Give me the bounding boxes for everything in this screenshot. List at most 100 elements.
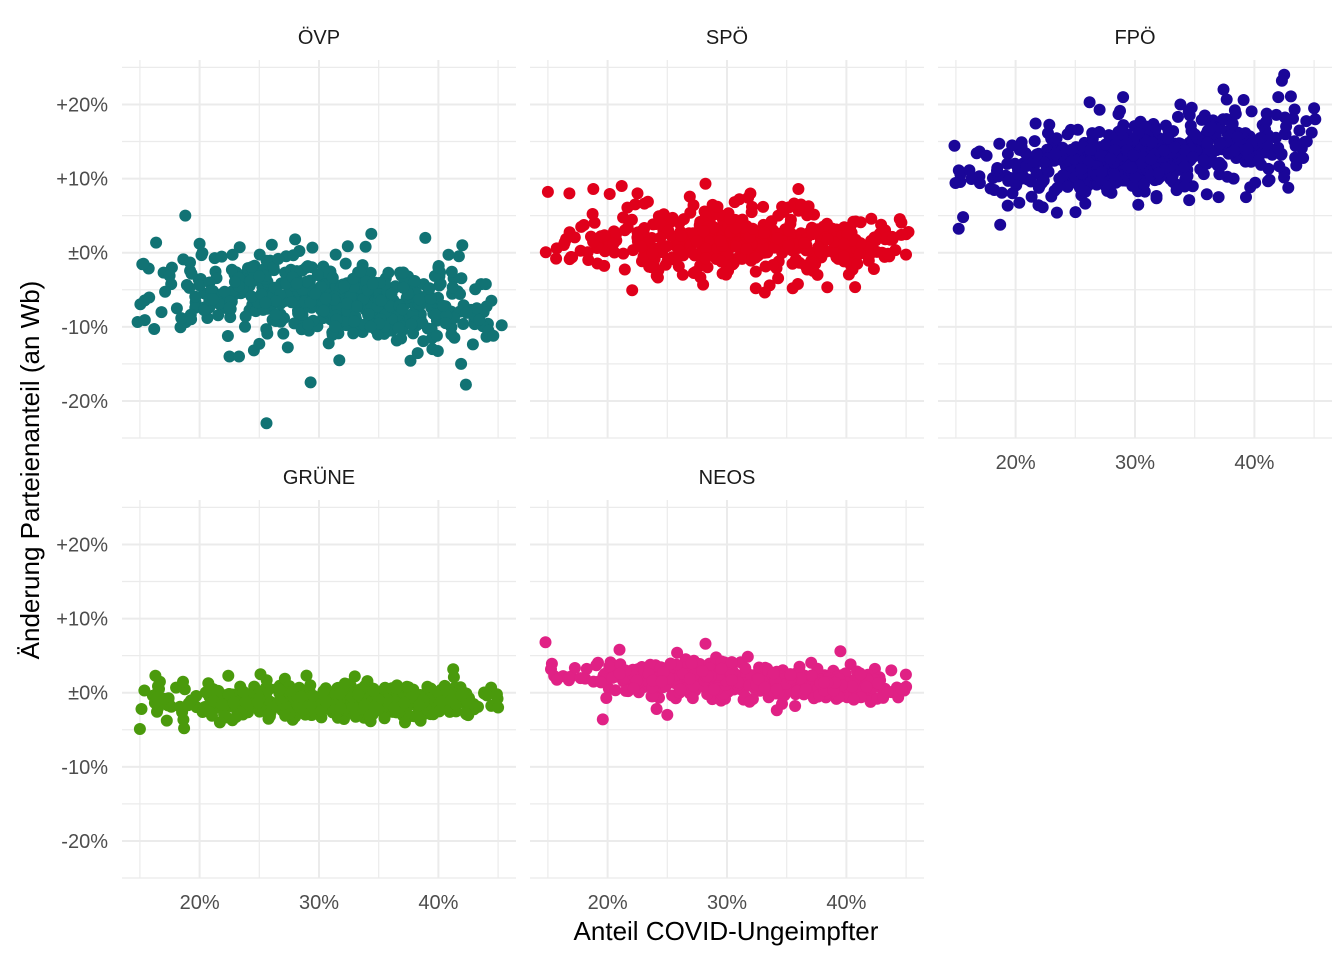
data-point [358, 699, 371, 712]
data-point [1186, 151, 1199, 164]
data-point [207, 293, 220, 306]
data-point [309, 287, 322, 300]
data-point [341, 297, 354, 310]
data-point [949, 177, 962, 189]
data-point [899, 668, 912, 681]
data-point [281, 341, 294, 354]
data-point [539, 636, 552, 649]
data-point [770, 683, 783, 696]
data-point [677, 213, 690, 226]
data-point [438, 679, 451, 692]
data-point [1024, 175, 1037, 188]
data-point [490, 688, 503, 701]
data-point [582, 254, 595, 266]
data-point [1095, 166, 1108, 179]
data-point [404, 354, 417, 367]
data-point [675, 229, 688, 242]
data-point [805, 656, 818, 669]
data-point [626, 284, 639, 297]
data-point [348, 670, 361, 683]
data-point [689, 265, 702, 278]
data-point [598, 229, 611, 242]
data-point [329, 248, 342, 261]
data-point [728, 196, 741, 209]
data-point [646, 690, 659, 703]
data-point [400, 680, 413, 693]
data-point [311, 268, 324, 281]
data-point [334, 702, 347, 715]
data-point [1056, 169, 1069, 182]
data-point [473, 313, 486, 326]
data-point [1157, 144, 1170, 157]
data-point [715, 255, 728, 268]
data-point [294, 690, 307, 703]
data-point [550, 242, 563, 255]
data-point [768, 241, 781, 254]
data-point [729, 222, 742, 235]
data-point [265, 238, 278, 251]
data-point [1228, 104, 1241, 117]
x-tick-label: 30% [299, 892, 339, 914]
data-point [617, 211, 630, 224]
data-point [948, 139, 961, 152]
data-point [177, 675, 189, 688]
data-point [952, 164, 965, 177]
data-point [690, 235, 703, 248]
data-point [135, 703, 148, 715]
data-point [603, 660, 616, 673]
data-point [1093, 103, 1106, 116]
y-tick-label: +20% [56, 534, 108, 556]
data-point [895, 228, 908, 241]
data-point [1284, 90, 1297, 103]
data-point [821, 281, 834, 294]
data-point [1289, 140, 1302, 152]
data-point [1029, 117, 1042, 130]
data-point [158, 692, 171, 705]
data-point [198, 304, 211, 317]
points-layer [131, 68, 1322, 735]
data-point [300, 275, 313, 288]
data-point [1025, 190, 1038, 203]
data-point [851, 257, 864, 270]
data-point [137, 257, 150, 270]
data-point [1127, 149, 1140, 162]
data-point [352, 688, 365, 701]
data-point [1051, 181, 1064, 194]
data-point [772, 272, 785, 285]
data-point [838, 250, 850, 263]
data-point [805, 256, 818, 269]
data-point [485, 294, 498, 307]
data-point [148, 323, 161, 335]
data-point [646, 247, 659, 260]
data-point [1226, 117, 1239, 130]
data-point [459, 378, 472, 391]
data-point [1197, 154, 1210, 167]
data-point [854, 668, 867, 681]
x-axis-title: Anteil COVID-Ungeimpfter [574, 916, 879, 946]
data-point [397, 266, 410, 279]
data-point [746, 222, 759, 235]
data-point [223, 301, 236, 314]
data-point [421, 680, 434, 693]
data-point [333, 687, 346, 700]
data-point [1178, 160, 1191, 173]
data-point [805, 669, 818, 682]
data-point [292, 307, 305, 320]
data-point [306, 241, 319, 254]
data-point [1180, 171, 1193, 184]
data-point [202, 677, 215, 690]
data-point [456, 239, 469, 252]
data-point [1213, 156, 1226, 169]
data-point [307, 689, 320, 702]
data-point [213, 716, 226, 729]
data-point [1263, 173, 1276, 186]
data-point [711, 200, 724, 213]
data-point [577, 219, 590, 231]
data-point [618, 224, 631, 237]
facet-strip-label: FPÖ [1114, 27, 1155, 49]
data-point [568, 231, 581, 244]
labels-layer: ÖVP +20% +10% ±0% -10% -20% SPÖ FPÖ 20% 30% 40% GRÜ… [56, 27, 1274, 914]
data-point [398, 696, 411, 709]
data-point [776, 200, 789, 213]
data-point [492, 701, 505, 714]
